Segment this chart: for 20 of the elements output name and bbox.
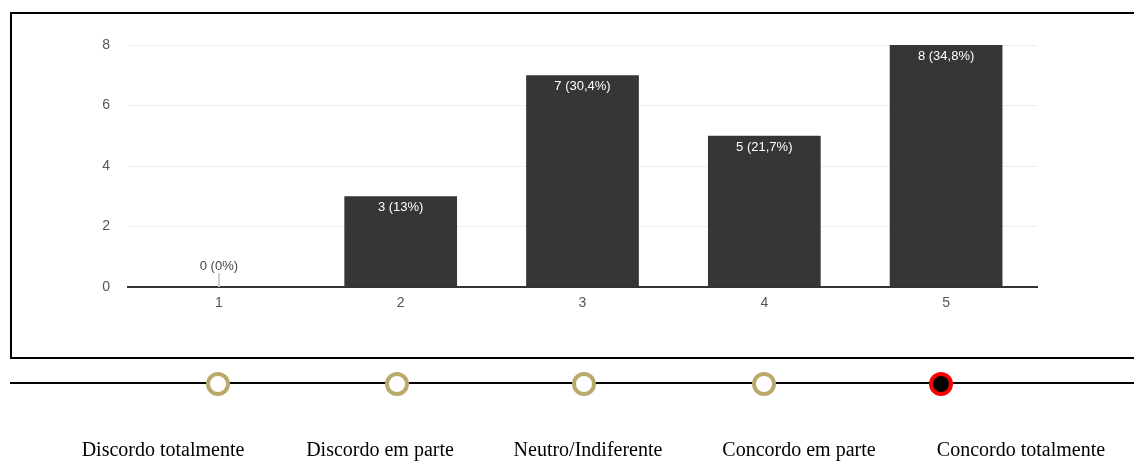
y-tick-label: 0: [102, 277, 111, 294]
x-tick-label: 2: [396, 294, 405, 311]
y-tick-label: 8: [102, 35, 111, 52]
y-tick-label: 2: [102, 217, 111, 234]
data-label: 0 (0%): [199, 258, 239, 274]
data-label: 8 (34,8%): [917, 48, 975, 64]
text: Concordo em parte: [722, 438, 876, 461]
text: Discordo totalmente: [81, 438, 245, 461]
y-tick-label: 4: [102, 156, 111, 173]
x-tick-label: 4: [760, 294, 769, 311]
data-label: 7 (30,4%): [554, 78, 611, 94]
x-tick-label: 1: [215, 294, 223, 311]
x-tick-label: 3: [578, 294, 587, 311]
text: Discordo em parte: [306, 438, 454, 461]
y-tick-label: 6: [102, 96, 111, 113]
x-tick-label: 5: [942, 294, 951, 311]
data-label: 5 (21,7%): [736, 138, 793, 154]
text: Neutro/Indiferente: [513, 438, 663, 461]
text: Concordo totalmente: [936, 438, 1106, 461]
data-label: 3 (13%): [377, 199, 424, 215]
